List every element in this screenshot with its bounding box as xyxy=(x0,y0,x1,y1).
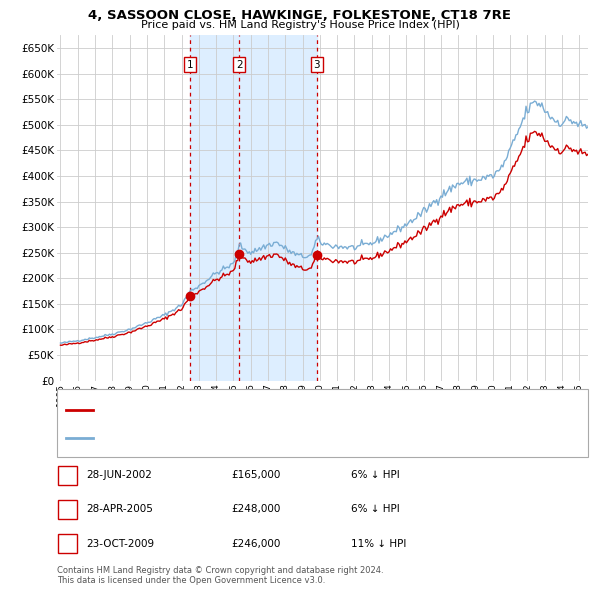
Text: 4, SASSOON CLOSE, HAWKINGE, FOLKESTONE, CT18 7RE (detached house): 4, SASSOON CLOSE, HAWKINGE, FOLKESTONE, … xyxy=(98,405,466,415)
Text: 1: 1 xyxy=(187,60,193,70)
Bar xyxy=(239,35,317,381)
Text: 28-APR-2005: 28-APR-2005 xyxy=(86,504,152,514)
Text: Contains HM Land Registry data © Crown copyright and database right 2024.: Contains HM Land Registry data © Crown c… xyxy=(57,566,383,575)
Text: 3: 3 xyxy=(64,539,71,549)
Text: 23-OCT-2009: 23-OCT-2009 xyxy=(86,539,154,549)
Text: 6% ↓ HPI: 6% ↓ HPI xyxy=(351,504,400,514)
Bar xyxy=(190,35,239,381)
Text: 3: 3 xyxy=(314,60,320,70)
Text: 28-JUN-2002: 28-JUN-2002 xyxy=(86,470,152,480)
Text: 11% ↓ HPI: 11% ↓ HPI xyxy=(351,539,406,549)
Text: £248,000: £248,000 xyxy=(231,504,280,514)
Text: This data is licensed under the Open Government Licence v3.0.: This data is licensed under the Open Gov… xyxy=(57,576,325,585)
Text: Price paid vs. HM Land Registry's House Price Index (HPI): Price paid vs. HM Land Registry's House … xyxy=(140,20,460,30)
Text: 4, SASSOON CLOSE, HAWKINGE, FOLKESTONE, CT18 7RE: 4, SASSOON CLOSE, HAWKINGE, FOLKESTONE, … xyxy=(89,9,511,22)
Text: 2: 2 xyxy=(236,60,242,70)
Text: 6% ↓ HPI: 6% ↓ HPI xyxy=(351,470,400,480)
Text: 1: 1 xyxy=(64,470,71,480)
Text: £246,000: £246,000 xyxy=(231,539,280,549)
Text: 2: 2 xyxy=(64,504,71,514)
Text: £165,000: £165,000 xyxy=(231,470,280,480)
Text: HPI: Average price, detached house, Folkestone and Hythe: HPI: Average price, detached house, Folk… xyxy=(98,433,385,443)
